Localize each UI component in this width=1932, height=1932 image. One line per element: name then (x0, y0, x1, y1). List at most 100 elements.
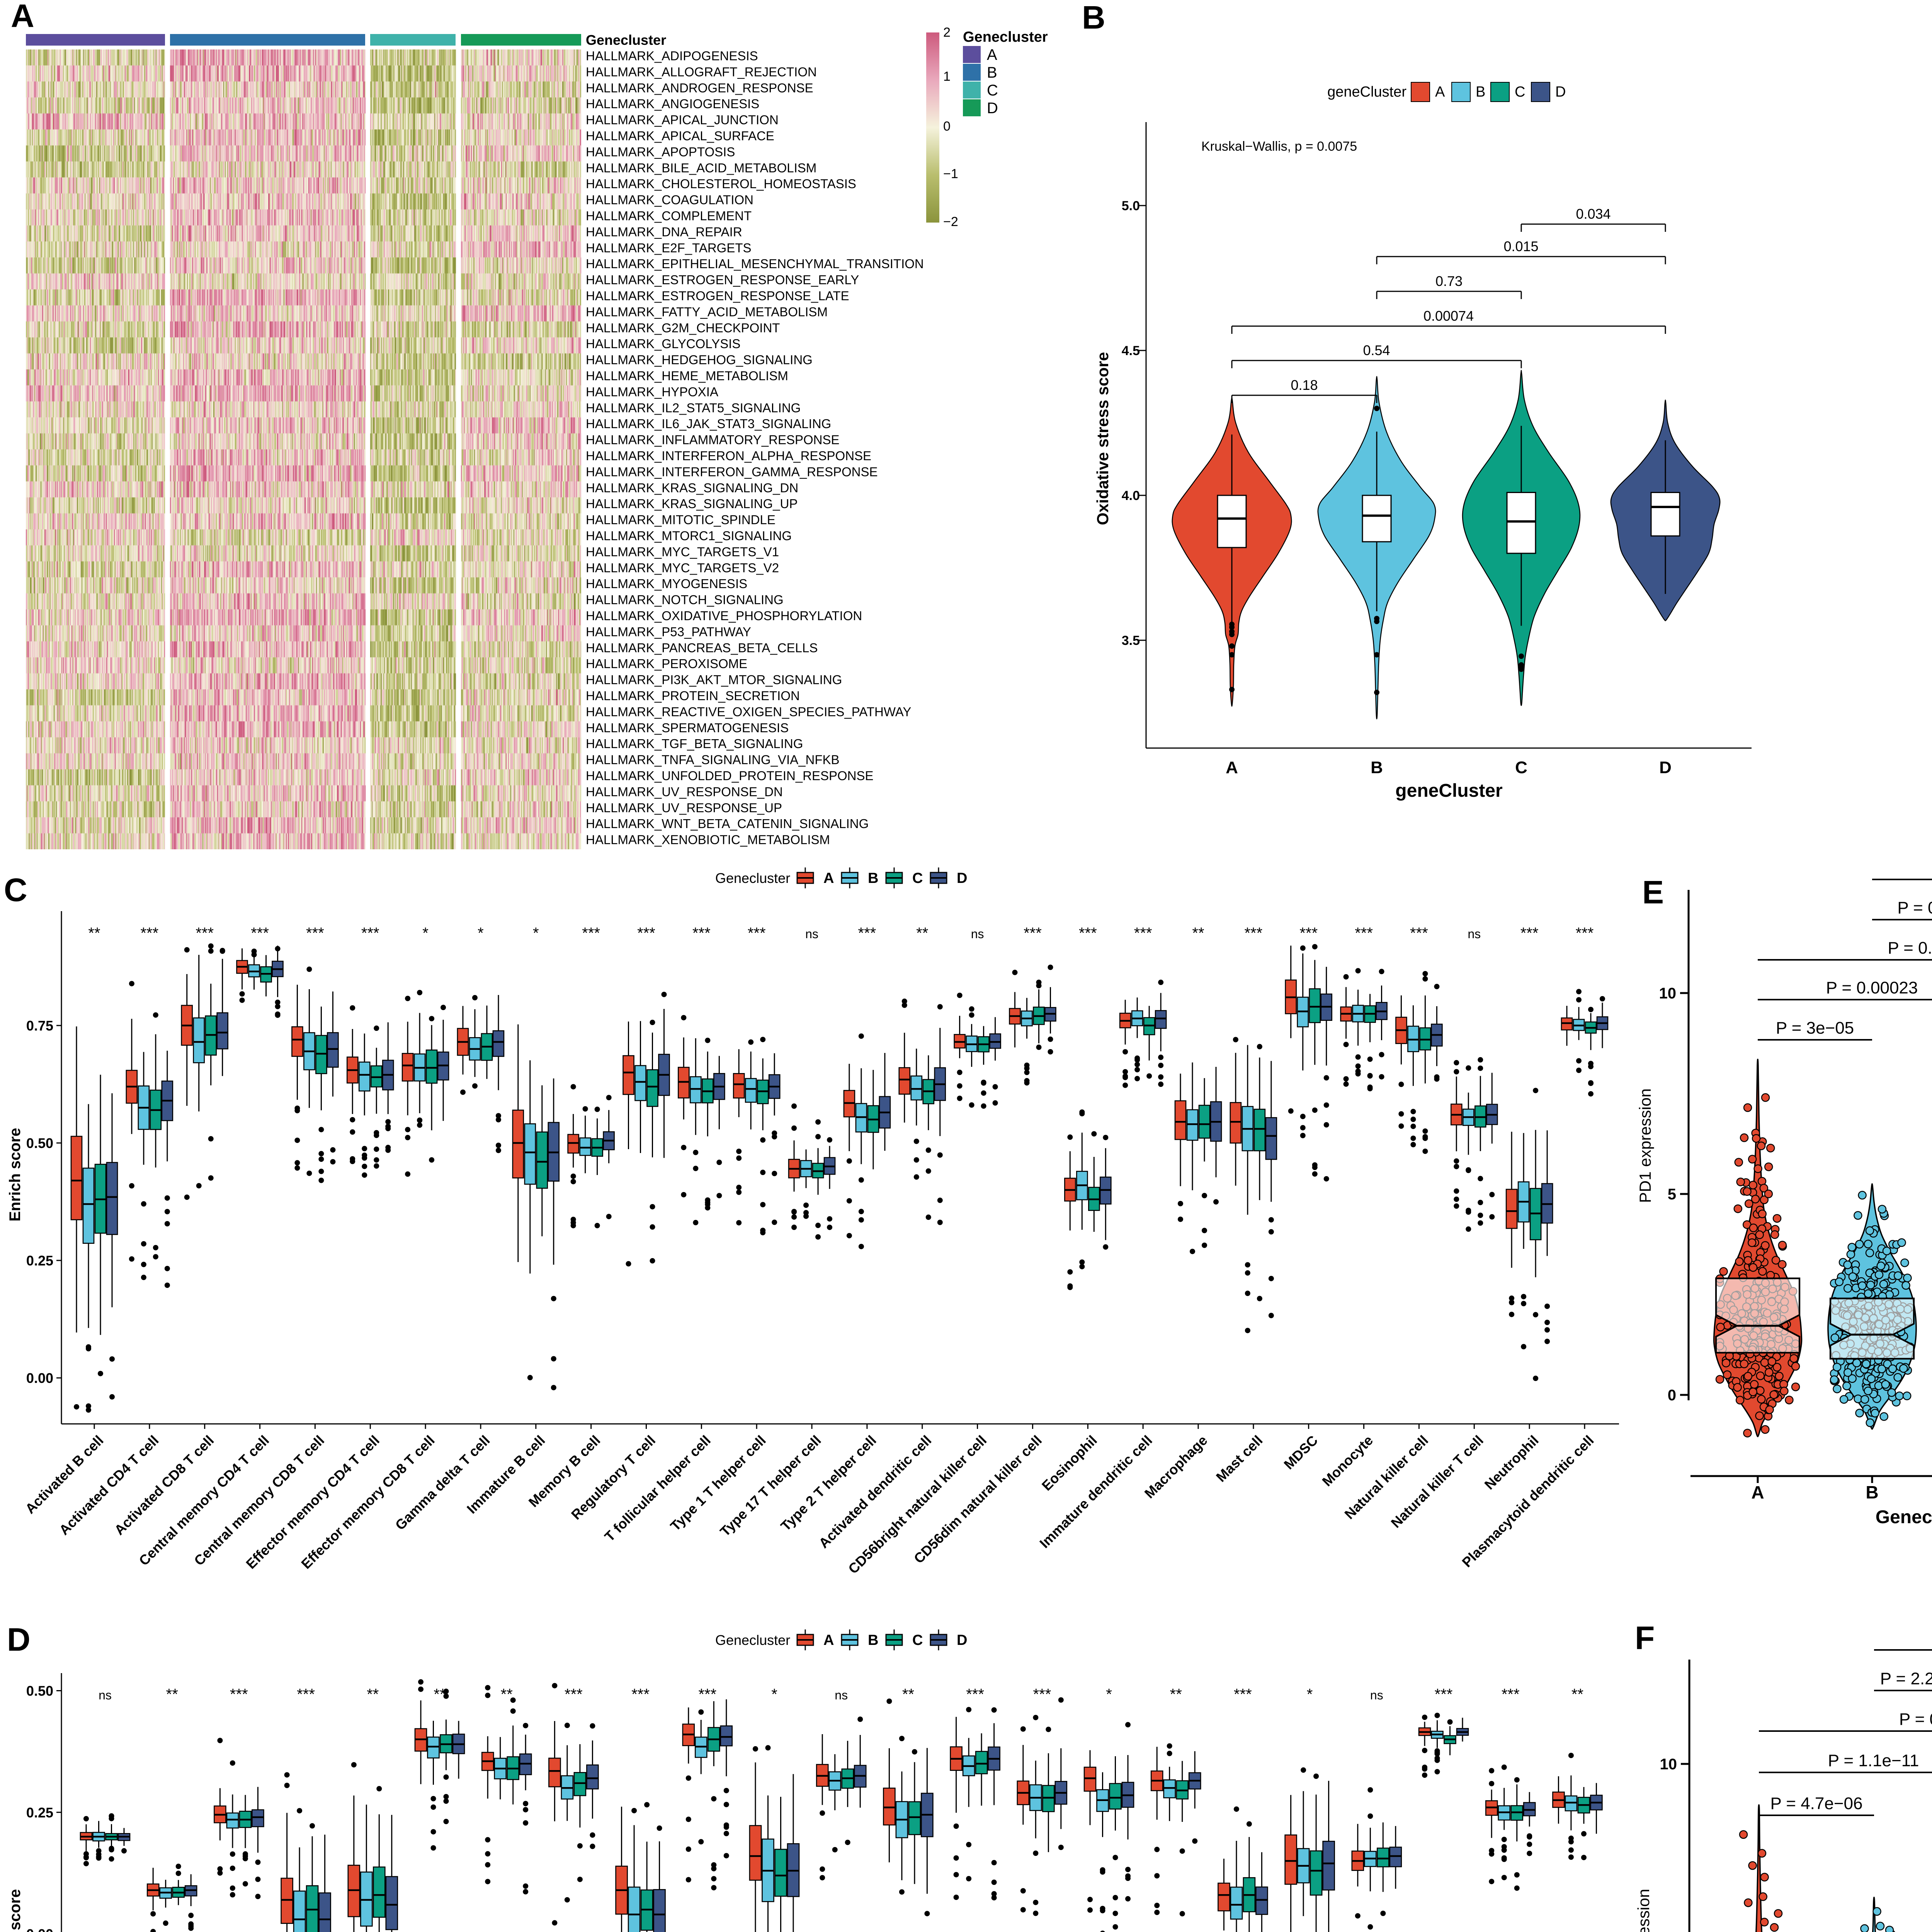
svg-text:Activated dendritic cell: Activated dendritic cell (816, 1432, 935, 1551)
svg-text:HALLMARK_BILE_ACID_METABOLISM: HALLMARK_BILE_ACID_METABOLISM (586, 161, 816, 175)
svg-text:***: *** (565, 1686, 583, 1703)
svg-text:B: B (1371, 758, 1383, 777)
svg-text:Natural killer T cell: Natural killer T cell (1388, 1432, 1486, 1531)
svg-text:**: ** (1571, 1686, 1583, 1703)
svg-text:***: *** (1520, 925, 1539, 942)
svg-text:HALLMARK_DNA_REPAIR: HALLMARK_DNA_REPAIR (586, 224, 742, 239)
svg-text:geneCluster: geneCluster (1327, 84, 1406, 100)
svg-text:0.50: 0.50 (26, 1135, 53, 1151)
svg-text:HALLMARK_APICAL_SURFACE: HALLMARK_APICAL_SURFACE (586, 129, 774, 143)
svg-text:D: D (987, 100, 998, 117)
svg-text:10: 10 (1660, 1756, 1677, 1773)
svg-text:0: 0 (1668, 1387, 1676, 1404)
svg-text:0.75: 0.75 (26, 1018, 53, 1034)
svg-text:HALLMARK_APOPTOSIS: HALLMARK_APOPTOSIS (586, 145, 735, 159)
svg-text:*: * (478, 925, 484, 942)
svg-text:HALLMARK_MITOTIC_SPINDLE: HALLMARK_MITOTIC_SPINDLE (586, 513, 776, 527)
svg-text:A: A (823, 870, 834, 886)
svg-text:HALLMARK_KRAS_SIGNALING_UP: HALLMARK_KRAS_SIGNALING_UP (586, 497, 798, 511)
svg-text:ns: ns (1370, 1688, 1383, 1702)
svg-text:***: *** (1299, 925, 1318, 942)
svg-text:HALLMARK_MYC_TARGETS_V2: HALLMARK_MYC_TARGETS_V2 (586, 561, 779, 575)
svg-text:HALLMARK_GLYCOLYSIS: HALLMARK_GLYCOLYSIS (586, 337, 740, 351)
svg-text:HALLMARK_REACTIVE_OXIGEN_SPECI: HALLMARK_REACTIVE_OXIGEN_SPECIES_PATHWAY (586, 704, 911, 719)
svg-text:0.73: 0.73 (1435, 273, 1463, 289)
svg-text:***: *** (1024, 925, 1042, 942)
svg-text:P = 2.22e−16: P = 2.22e−16 (1880, 1669, 1932, 1688)
svg-text:A: A (1751, 1482, 1764, 1502)
svg-text:Genecluster: Genecluster (586, 32, 666, 48)
svg-text:T follicular helper cell: T follicular helper cell (601, 1432, 714, 1545)
svg-text:Enrich score: Enrich score (7, 1889, 24, 1932)
svg-text:Gamma delta T cell: Gamma delta T cell (392, 1432, 493, 1533)
svg-text:HALLMARK_UNFOLDED_PROTEIN_RESP: HALLMARK_UNFOLDED_PROTEIN_RESPONSE (586, 769, 874, 783)
svg-text:−2: −2 (943, 214, 958, 229)
svg-text:P = 4.7e−06: P = 4.7e−06 (1770, 1794, 1863, 1813)
svg-text:ns: ns (971, 927, 984, 941)
svg-text:***: *** (858, 925, 876, 942)
svg-text:HALLMARK_ESTROGEN_RESPONSE_EAR: HALLMARK_ESTROGEN_RESPONSE_EARLY (586, 273, 859, 287)
svg-text:***: *** (966, 1686, 984, 1703)
svg-text:10: 10 (1659, 985, 1677, 1002)
svg-text:***: *** (196, 925, 214, 942)
svg-text:MDSC: MDSC (1281, 1432, 1321, 1473)
svg-text:*: * (533, 925, 539, 942)
svg-text:HALLMARK_COMPLEMENT: HALLMARK_COMPLEMENT (586, 209, 752, 223)
svg-text:4.5: 4.5 (1122, 344, 1140, 358)
svg-text:0: 0 (943, 119, 951, 134)
svg-text:HALLMARK_WNT_BETA_CATENIN_SIGN: HALLMARK_WNT_BETA_CATENIN_SIGNALING (586, 816, 869, 831)
svg-text:Activated CD4 T cell: Activated CD4 T cell (56, 1432, 162, 1538)
svg-text:***: *** (140, 925, 158, 942)
svg-text:0.54: 0.54 (1363, 342, 1390, 358)
svg-text:HALLMARK_SPERMATOGENESIS: HALLMARK_SPERMATOGENESIS (586, 721, 789, 735)
svg-text:Immature dendritic cell: Immature dendritic cell (1036, 1432, 1155, 1551)
svg-text:P = 1.1e−11: P = 1.1e−11 (1828, 1751, 1919, 1770)
svg-text:Genecluster: Genecluster (715, 870, 790, 886)
svg-text:Genecluster: Genecluster (1876, 1507, 1932, 1527)
svg-text:HALLMARK_PI3K_AKT_MTOR_SIGNALI: HALLMARK_PI3K_AKT_MTOR_SIGNALING (586, 673, 842, 687)
svg-text:0.00: 0.00 (26, 1926, 53, 1932)
svg-text:C: C (1515, 758, 1527, 777)
svg-text:A: A (1435, 84, 1445, 100)
svg-text:HALLMARK_PEROXISOME: HALLMARK_PEROXISOME (586, 656, 747, 671)
svg-text:***: *** (1079, 925, 1097, 942)
svg-text:HALLMARK_CHOLESTEROL_HOMEOSTAS: HALLMARK_CHOLESTEROL_HOMEOSTASIS (586, 177, 856, 191)
svg-text:Eosinophil: Eosinophil (1039, 1432, 1100, 1494)
svg-text:0.18: 0.18 (1291, 377, 1318, 393)
svg-text:**: ** (1170, 1686, 1182, 1703)
svg-text:HALLMARK_INTERFERON_GAMMA_RESP: HALLMARK_INTERFERON_GAMMA_RESPONSE (586, 464, 878, 479)
svg-text:Type 1 T helper cell: Type 1 T helper cell (667, 1432, 769, 1534)
svg-text:1: 1 (943, 69, 951, 84)
svg-text:D: D (957, 870, 967, 886)
svg-text:0.00074: 0.00074 (1423, 308, 1474, 324)
svg-text:*: * (422, 925, 429, 942)
svg-text:HALLMARK_G2M_CHECKPOINT: HALLMARK_G2M_CHECKPOINT (586, 321, 780, 335)
svg-text:HALLMARK_UV_RESPONSE_DN: HALLMARK_UV_RESPONSE_DN (586, 784, 783, 799)
svg-text:***: *** (1244, 925, 1262, 942)
svg-text:***: *** (1502, 1686, 1520, 1703)
svg-text:D: D (1555, 84, 1566, 100)
svg-text:*: * (1307, 1686, 1313, 1703)
svg-text:*: * (771, 1686, 777, 1703)
svg-text:ns: ns (805, 927, 818, 941)
svg-text:***: *** (637, 925, 655, 942)
svg-text:**: ** (1192, 925, 1204, 942)
svg-text:PD-L1 expression: PD-L1 expression (1634, 1889, 1653, 1932)
svg-text:E: E (1642, 874, 1664, 910)
svg-text:***: *** (251, 925, 269, 942)
svg-text:0.25: 0.25 (26, 1253, 53, 1269)
svg-text:Neutrophil: Neutrophil (1481, 1432, 1541, 1493)
svg-text:2: 2 (943, 25, 951, 40)
svg-text:C: C (987, 82, 998, 99)
svg-text:0.034: 0.034 (1576, 206, 1611, 222)
svg-text:0.00: 0.00 (26, 1370, 53, 1386)
svg-text:0.015: 0.015 (1503, 238, 1538, 254)
svg-text:B: B (1866, 1482, 1878, 1502)
svg-text:0.25: 0.25 (26, 1804, 53, 1820)
svg-text:***: *** (698, 1686, 716, 1703)
svg-text:C: C (912, 870, 923, 886)
svg-text:A: A (823, 1632, 834, 1648)
svg-text:C: C (912, 1632, 923, 1648)
svg-text:Mast cell: Mast cell (1213, 1432, 1266, 1485)
svg-text:**: ** (88, 925, 100, 942)
